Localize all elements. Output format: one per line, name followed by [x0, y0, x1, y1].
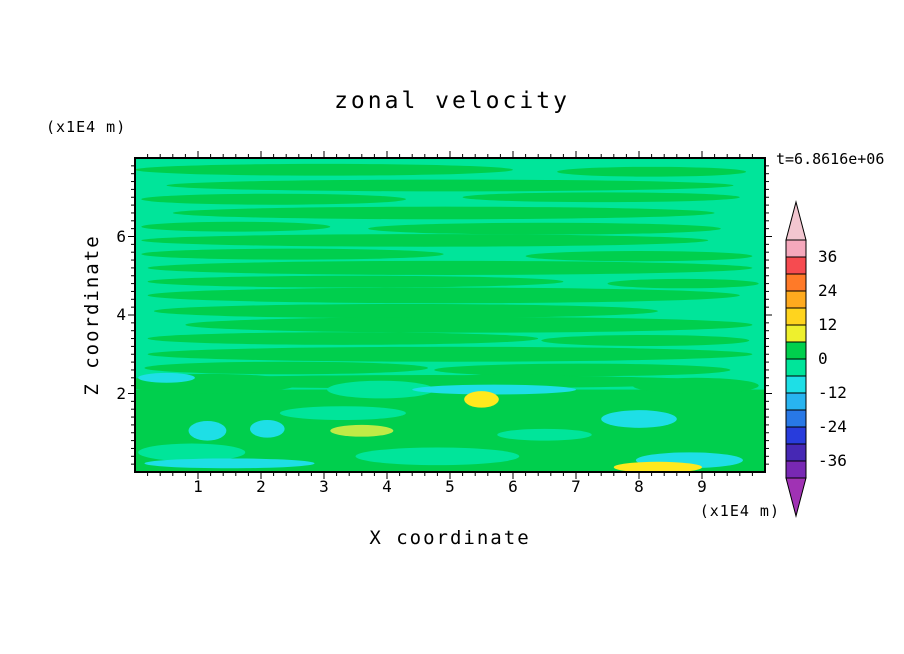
- y-tick-label: 2: [116, 383, 126, 403]
- y-tick-label: 4: [116, 305, 126, 324]
- y-axis-unit-label: (x1E4 m): [46, 118, 127, 136]
- time-annotation: t=6.8616e+06: [776, 150, 885, 168]
- x-tick-label: 5: [445, 477, 455, 496]
- x-tick-label: 9: [697, 477, 707, 496]
- colorbar-tick-label: 12: [818, 315, 838, 334]
- x-axis-unit-label: (x1E4 m): [699, 502, 780, 520]
- x-tick-label: 8: [634, 477, 644, 496]
- x-tick-label: 1: [193, 477, 203, 496]
- chart-title: zonal velocity: [334, 88, 570, 114]
- contour-plot: [128, 151, 772, 479]
- x-tick-label: 2: [256, 477, 266, 496]
- colorbar-tick-label: 24: [818, 281, 838, 300]
- x-tick-label: 4: [382, 477, 392, 496]
- colorbar-tick-label: 0: [818, 349, 828, 368]
- y-tick-label: 6: [116, 226, 126, 246]
- colorbar-tick-label: -12: [818, 383, 847, 402]
- x-tick-label: 7: [571, 477, 581, 496]
- colorbar-tick-label: -36: [818, 451, 847, 470]
- x-axis-title: X coordinate: [369, 527, 531, 549]
- x-tick-label: 3: [319, 477, 329, 496]
- x-tick-label: 6: [508, 477, 518, 496]
- colorbar-tick-label: 36: [818, 247, 838, 266]
- colorbar-tick-label: -24: [818, 417, 847, 436]
- colorbar: [785, 200, 807, 518]
